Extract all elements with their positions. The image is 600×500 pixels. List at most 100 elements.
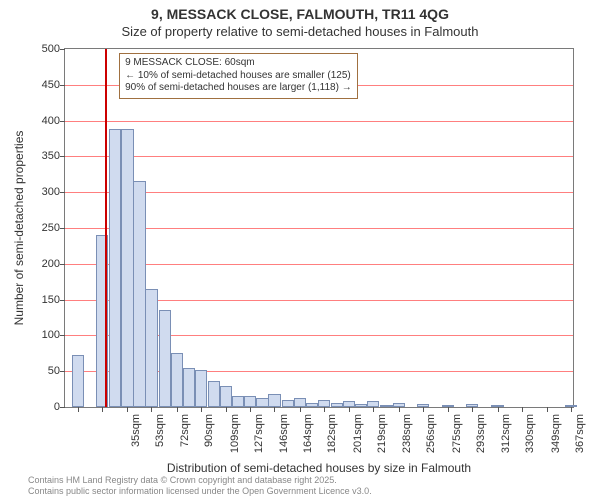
x-tick-label: 367sqm	[574, 414, 586, 462]
histogram-bar	[256, 398, 268, 407]
chart-container: 9, MESSACK CLOSE, FALMOUTH, TR11 4QG Siz…	[0, 0, 600, 500]
y-tick-mark	[60, 371, 65, 372]
y-tick-label: 250	[24, 222, 60, 234]
y-tick-mark	[60, 49, 65, 50]
y-tick-mark	[60, 156, 65, 157]
histogram-bar	[133, 181, 145, 407]
x-tick-mark	[201, 407, 202, 412]
y-tick-label: 200	[24, 258, 60, 270]
callout-line-2: ← 10% of semi-detached houses are smalle…	[125, 70, 352, 83]
x-tick-label: 127sqm	[253, 414, 265, 462]
x-tick-mark	[472, 407, 473, 412]
x-tick-label: 256sqm	[425, 414, 437, 462]
x-tick-mark	[571, 407, 572, 412]
x-tick-mark	[226, 407, 227, 412]
x-tick-label: 53sqm	[154, 414, 166, 462]
histogram-bar	[145, 289, 157, 407]
histogram-bar	[331, 403, 343, 407]
gridline	[65, 121, 573, 122]
y-tick-label: 450	[24, 79, 60, 91]
x-tick-mark	[300, 407, 301, 412]
y-tick-label: 500	[24, 43, 60, 55]
x-tick-label: 146sqm	[278, 414, 290, 462]
x-tick-label: 109sqm	[229, 414, 241, 462]
x-tick-label: 293sqm	[475, 414, 487, 462]
x-tick-label: 90sqm	[203, 414, 215, 462]
x-tick-label: 72sqm	[179, 414, 191, 462]
x-axis-title: Distribution of semi-detached houses by …	[64, 461, 574, 475]
x-tick-mark	[274, 407, 275, 412]
title-line-1: 9, MESSACK CLOSE, FALMOUTH, TR11 4QG	[0, 6, 600, 22]
histogram-bar	[208, 381, 220, 407]
x-tick-label: 164sqm	[302, 414, 314, 462]
x-tick-label: 275sqm	[451, 414, 463, 462]
callout-box: 9 MESSACK CLOSE: 60sqm ← 10% of semi-det…	[119, 53, 358, 99]
x-tick-mark	[324, 407, 325, 412]
y-tick-mark	[60, 121, 65, 122]
callout-line-1: 9 MESSACK CLOSE: 60sqm	[125, 57, 352, 70]
x-tick-mark	[423, 407, 424, 412]
x-tick-label: 312sqm	[500, 414, 512, 462]
histogram-bar	[244, 396, 256, 407]
x-tick-label: 219sqm	[376, 414, 388, 462]
plot-area: 9 MESSACK CLOSE: 60sqm ← 10% of semi-det…	[64, 48, 574, 408]
title-block: 9, MESSACK CLOSE, FALMOUTH, TR11 4QG Siz…	[0, 6, 600, 39]
y-tick-label: 150	[24, 294, 60, 306]
x-tick-mark	[522, 407, 523, 412]
histogram-bar	[355, 404, 367, 407]
title-line-2: Size of property relative to semi-detach…	[0, 24, 600, 39]
histogram-bar	[380, 405, 392, 407]
y-tick-mark	[60, 300, 65, 301]
histogram-bar	[121, 129, 133, 407]
x-tick-mark	[151, 407, 152, 412]
y-tick-mark	[60, 228, 65, 229]
x-tick-mark	[349, 407, 350, 412]
footnote-line-1: Contains HM Land Registry data © Crown c…	[28, 475, 372, 485]
footnote: Contains HM Land Registry data © Crown c…	[28, 475, 372, 496]
histogram-bar	[306, 403, 318, 407]
x-tick-mark	[127, 407, 128, 412]
y-tick-label: 50	[24, 365, 60, 377]
histogram-bar	[268, 394, 280, 407]
histogram-bar	[159, 310, 171, 407]
x-tick-mark	[250, 407, 251, 412]
y-tick-mark	[60, 192, 65, 193]
histogram-bar	[220, 386, 232, 407]
x-tick-mark	[78, 407, 79, 412]
histogram-bar	[171, 353, 183, 407]
x-tick-label: 182sqm	[326, 414, 338, 462]
y-tick-label: 100	[24, 329, 60, 341]
callout-line-3: 90% of semi-detached houses are larger (…	[125, 82, 352, 95]
histogram-bar	[183, 368, 195, 407]
histogram-bar	[72, 355, 84, 407]
y-tick-mark	[60, 264, 65, 265]
footnote-line-2: Contains public sector information licen…	[28, 486, 372, 496]
x-tick-label: 238sqm	[401, 414, 413, 462]
x-tick-label: 330sqm	[524, 414, 536, 462]
y-tick-mark	[60, 407, 65, 408]
x-tick-label: 35sqm	[130, 414, 142, 462]
y-tick-mark	[60, 85, 65, 86]
histogram-bar	[318, 400, 330, 407]
histogram-bar	[294, 398, 306, 407]
y-tick-label: 400	[24, 115, 60, 127]
marker-line	[105, 49, 107, 407]
y-tick-label: 300	[24, 186, 60, 198]
x-tick-mark	[177, 407, 178, 412]
y-tick-mark	[60, 335, 65, 336]
x-tick-mark	[547, 407, 548, 412]
x-tick-mark	[399, 407, 400, 412]
x-tick-label: 349sqm	[550, 414, 562, 462]
x-tick-mark	[498, 407, 499, 412]
histogram-bar	[282, 400, 294, 407]
y-tick-label: 350	[24, 150, 60, 162]
histogram-bar	[195, 370, 207, 407]
x-tick-mark	[448, 407, 449, 412]
y-tick-label: 0	[24, 401, 60, 413]
histogram-bar	[109, 129, 121, 407]
histogram-bar	[232, 396, 244, 407]
x-tick-mark	[102, 407, 103, 412]
x-tick-label: 201sqm	[352, 414, 364, 462]
x-tick-mark	[373, 407, 374, 412]
gridline	[65, 156, 573, 157]
